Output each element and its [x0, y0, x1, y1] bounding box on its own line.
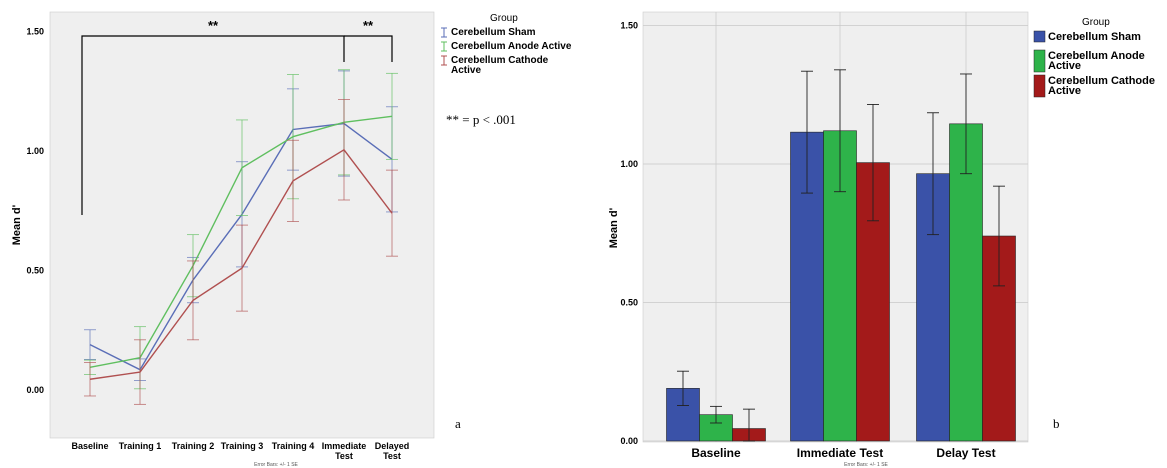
panel-b-error-bar-note: Error Bars: +/- 1 SE [844, 462, 888, 468]
bar-cerebellum-sham [790, 70, 824, 442]
significance-bracket-left [81, 35, 345, 215]
panel-b-y-tick-label: 1.00 [620, 159, 638, 169]
bar-cerebellum-sham [666, 370, 700, 442]
bar-cerebellum-anode-active [949, 73, 983, 442]
panel-a-y-tick-label: 0.00 [26, 385, 44, 395]
significance-note: ** = p < .001 [446, 112, 516, 127]
significance-stars-right: ** [363, 18, 374, 33]
panel-b-legend: Group Cerebellum Sham Cerebellum Anode Act… [1033, 17, 1155, 98]
bar-cerebellum-anode-active [823, 69, 857, 442]
panel-b-x-tick-label: Delay Test [936, 446, 995, 460]
significance-bracket-right [344, 35, 393, 62]
panel-a-legend: Group Cerebellum Sham Cerebellum Anode Ac… [441, 13, 572, 76]
legend-item-cerebellum-sham: Cerebellum Sham [1033, 30, 1141, 43]
panel-b-legend-title: Group [1082, 17, 1110, 28]
panel-a-legend-title: Group [490, 13, 518, 24]
panel-b-x-tick-label: Immediate Test [797, 446, 883, 460]
panel-a-y-axis-label: Mean d' [11, 204, 23, 245]
legend-item-cerebellum-sham: Cerebellum Sham [441, 27, 536, 38]
panel-a-label: a [455, 416, 461, 431]
panel-a-x-tick-label: Training 1 [119, 441, 162, 451]
series-cerebellum-cathode-active [84, 99, 398, 405]
panel-a-line-chart: 0.00 0.50 1.00 1.50 Baseline Training 1 Train… [11, 11, 572, 468]
legend-item-cerebellum-cathode-active: Cerebellum Cathode Active [441, 55, 549, 76]
panel-b-y-tick-label: 0.50 [620, 298, 638, 308]
panel-a-x-tick-label: Immediate Test [322, 441, 367, 461]
panel-b-y-axis-label: Mean d' [608, 207, 620, 248]
legend-label: Cerebellum Cathode Active [1048, 75, 1155, 97]
bar-cerebellum-cathode-active [856, 103, 890, 442]
panel-a-x-tick-label: Training 4 [272, 441, 315, 451]
bar-cerebellum-anode-active [699, 405, 733, 442]
panel-b-y-tick-label: 1.50 [620, 21, 638, 31]
bar-cerebellum-cathode-active [982, 185, 1016, 442]
panel-b-bar-chart: 0.00 0.50 1.00 1.50 Baseline Immediate Test D… [608, 11, 1155, 468]
legend-swatch [1033, 49, 1046, 73]
panel-a-y-tick-label: 0.50 [26, 266, 44, 276]
legend-item-cerebellum-anode-active: Cerebellum Anode Active [1033, 49, 1145, 73]
series-line [89, 148, 393, 380]
legend-label: Cerebellum Anode Active [1048, 50, 1145, 72]
panel-b-y-tick-label: 0.00 [620, 436, 638, 446]
legend-label: Cerebellum Cathode Active [451, 55, 549, 76]
significance-brackets: ** ** [81, 18, 393, 215]
legend-swatch [1033, 74, 1046, 98]
panel-a-x-tick-label: Training 2 [172, 441, 215, 451]
panel-a-x-tick-label: Training 3 [221, 441, 264, 451]
panel-a-error-bar-note: Error Bars: +/- 1 SE [254, 462, 298, 468]
bar-cerebellum-sham [916, 112, 950, 442]
panel-b-x-tick-label: Baseline [691, 446, 741, 460]
legend-label: Cerebellum Sham [1048, 31, 1141, 43]
bar-cerebellum-cathode-active [732, 408, 766, 442]
legend-item-cerebellum-cathode-active: Cerebellum Cathode Active [1033, 74, 1155, 98]
panel-a-x-tick-label: Baseline [71, 441, 108, 451]
significance-stars-left: ** [208, 18, 219, 33]
panel-a-x-tick-label: Delayed Test [375, 441, 410, 461]
legend-item-cerebellum-anode-active: Cerebellum Anode Active [441, 41, 572, 52]
panel-a-y-tick-label: 1.50 [26, 27, 44, 37]
legend-label: Cerebellum Anode Active [451, 41, 572, 52]
legend-label: Cerebellum Sham [451, 27, 536, 38]
panel-a-y-tick-label: 1.00 [26, 146, 44, 156]
legend-swatch [1033, 30, 1046, 43]
panel-b-label: b [1053, 416, 1060, 431]
